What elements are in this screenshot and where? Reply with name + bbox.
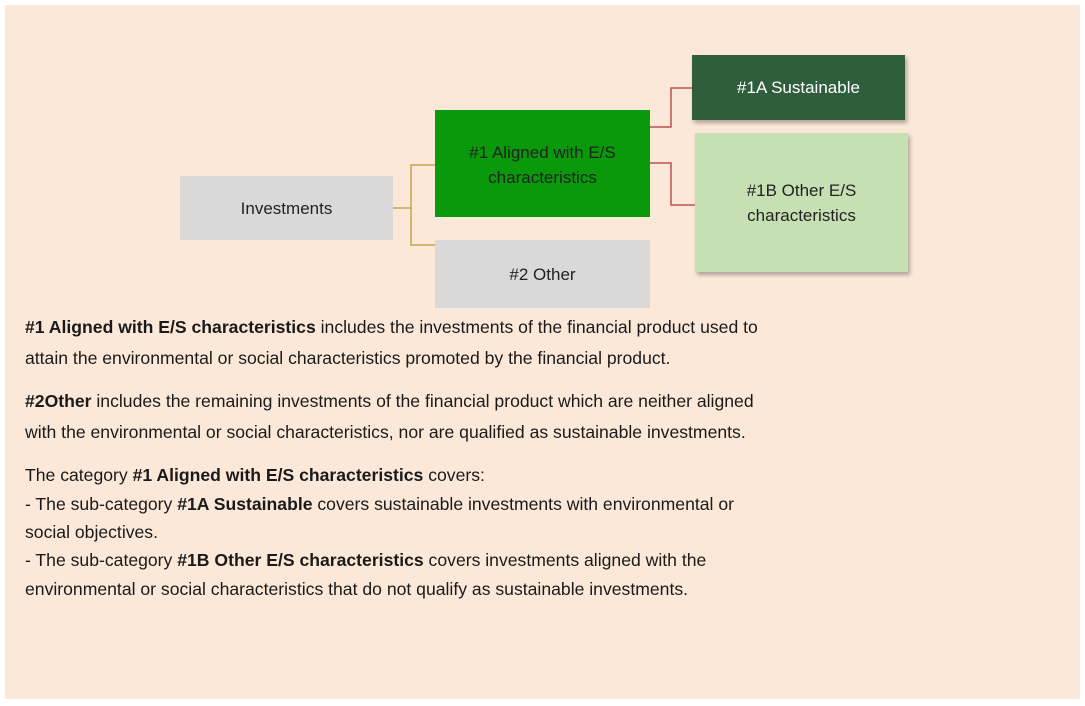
connector bbox=[393, 164, 435, 209]
node-label: #1A Sustainable bbox=[737, 78, 860, 97]
text-line: The category #1 Aligned with E/S charact… bbox=[25, 465, 485, 486]
node-label: characteristics bbox=[488, 168, 597, 187]
text-line: environmental or social characteristics … bbox=[25, 579, 688, 600]
text-line: with the environmental or social charact… bbox=[25, 422, 746, 443]
text: social objectives. bbox=[25, 522, 158, 542]
text: The category bbox=[25, 465, 133, 485]
connector bbox=[650, 87, 692, 128]
node-aligned: #1 Aligned with E/S characteristics bbox=[435, 110, 650, 217]
node-label: #2 Other bbox=[509, 264, 576, 284]
bold-text: #1 Aligned with E/S characteristics bbox=[132, 465, 424, 485]
text-line: - The sub-category #1A Sustainable cover… bbox=[25, 494, 734, 515]
text: includes the remaining investments of th… bbox=[91, 391, 754, 411]
bold-text: #1A Sustainable bbox=[177, 494, 313, 514]
node-other-es: #1B Other E/S characteristics bbox=[695, 133, 908, 272]
node-investments: Investments bbox=[180, 176, 393, 240]
node-label: #1B Other E/S bbox=[746, 180, 857, 200]
text: covers sustainable investments with envi… bbox=[312, 494, 734, 514]
text: attain the environmental or social chara… bbox=[25, 348, 671, 368]
text: with the environmental or social charact… bbox=[25, 422, 746, 442]
connector bbox=[650, 162, 695, 206]
node-label: #1 Aligned with E/S bbox=[469, 143, 616, 162]
node-sustainable: #1A Sustainable bbox=[692, 55, 905, 120]
text-line: - The sub-category #1B Other E/S charact… bbox=[25, 550, 706, 571]
text-line: #1 Aligned with E/S characteristics incl… bbox=[25, 317, 758, 338]
text-line: #2Other includes the remaining investmen… bbox=[25, 391, 754, 412]
text-line: social objectives. bbox=[25, 522, 158, 543]
node-other: #2 Other bbox=[435, 240, 650, 308]
text-line: attain the environmental or social chara… bbox=[25, 348, 670, 369]
node-label: characteristics bbox=[747, 205, 856, 225]
text: covers: bbox=[423, 465, 485, 485]
text: covers investments aligned with the bbox=[423, 550, 707, 570]
text: - The sub-category bbox=[25, 494, 178, 514]
text: - The sub-category bbox=[25, 550, 178, 570]
node-label: Investments bbox=[240, 198, 333, 218]
text: environmental or social characteristics … bbox=[25, 579, 689, 599]
bold-text: #1 Aligned with E/S characteristics bbox=[25, 317, 316, 337]
text: includes the investments of the financia… bbox=[315, 317, 758, 337]
connector bbox=[410, 208, 435, 246]
bold-text: #1B Other E/S characteristics bbox=[177, 550, 424, 570]
bold-text: #2Other bbox=[25, 391, 92, 411]
